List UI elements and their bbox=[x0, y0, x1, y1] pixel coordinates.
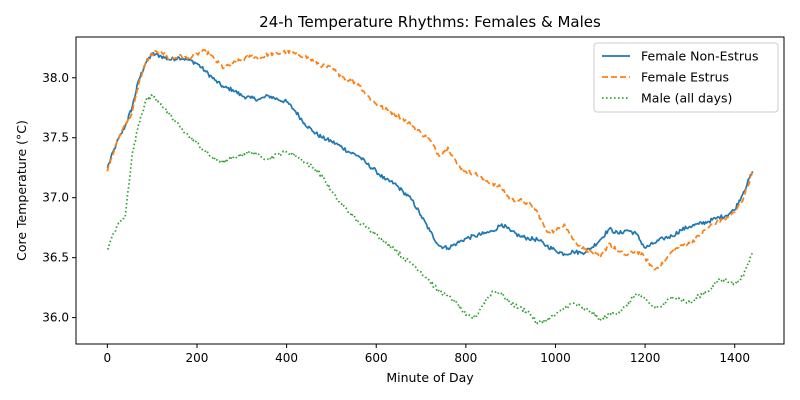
legend-label-male-all-days: Male (all days) bbox=[641, 91, 732, 106]
legend-box bbox=[593, 42, 779, 113]
y-tick-label: 36.0 bbox=[42, 311, 69, 325]
y-axis: 36.0 36.5 37.0 37.5 38.0 bbox=[42, 71, 76, 325]
y-tick-label: 36.5 bbox=[42, 251, 69, 265]
chart-title: 24-h Temperature Rhythms: Females & Male… bbox=[259, 13, 601, 31]
x-tick-label: 0 bbox=[104, 351, 112, 365]
x-axis-title: Minute of Day bbox=[386, 370, 474, 385]
legend-label-female-estrus: Female Estrus bbox=[641, 70, 729, 85]
x-tick-label: 1200 bbox=[630, 351, 661, 365]
plot-lines bbox=[106, 49, 754, 325]
x-tick-label: 800 bbox=[454, 351, 477, 365]
x-tick-label: 400 bbox=[275, 351, 298, 365]
y-tick-label: 37.0 bbox=[42, 191, 69, 205]
y-tick-label: 38.0 bbox=[42, 71, 69, 85]
legend-label-female-non-estrus: Female Non-Estrus bbox=[641, 49, 759, 64]
plot-frame bbox=[75, 36, 785, 345]
series-line-female-estrus bbox=[106, 49, 754, 271]
x-tick-label: 1400 bbox=[719, 351, 750, 365]
y-tick-label: 37.5 bbox=[42, 131, 69, 145]
y-axis-title: Core Temperature (°C) bbox=[14, 120, 29, 261]
series-line-male-all-days bbox=[106, 94, 754, 325]
x-tick-label: 1000 bbox=[540, 351, 571, 365]
x-axis: 0 200 400 600 800 1000 1200 1400 bbox=[104, 344, 750, 365]
x-tick-label: 200 bbox=[186, 351, 209, 365]
series-line-female-non-estrus bbox=[106, 51, 754, 257]
legend: Female Non-Estrus Female Estrus Male (all … bbox=[593, 42, 779, 113]
x-tick-label: 600 bbox=[365, 351, 388, 365]
